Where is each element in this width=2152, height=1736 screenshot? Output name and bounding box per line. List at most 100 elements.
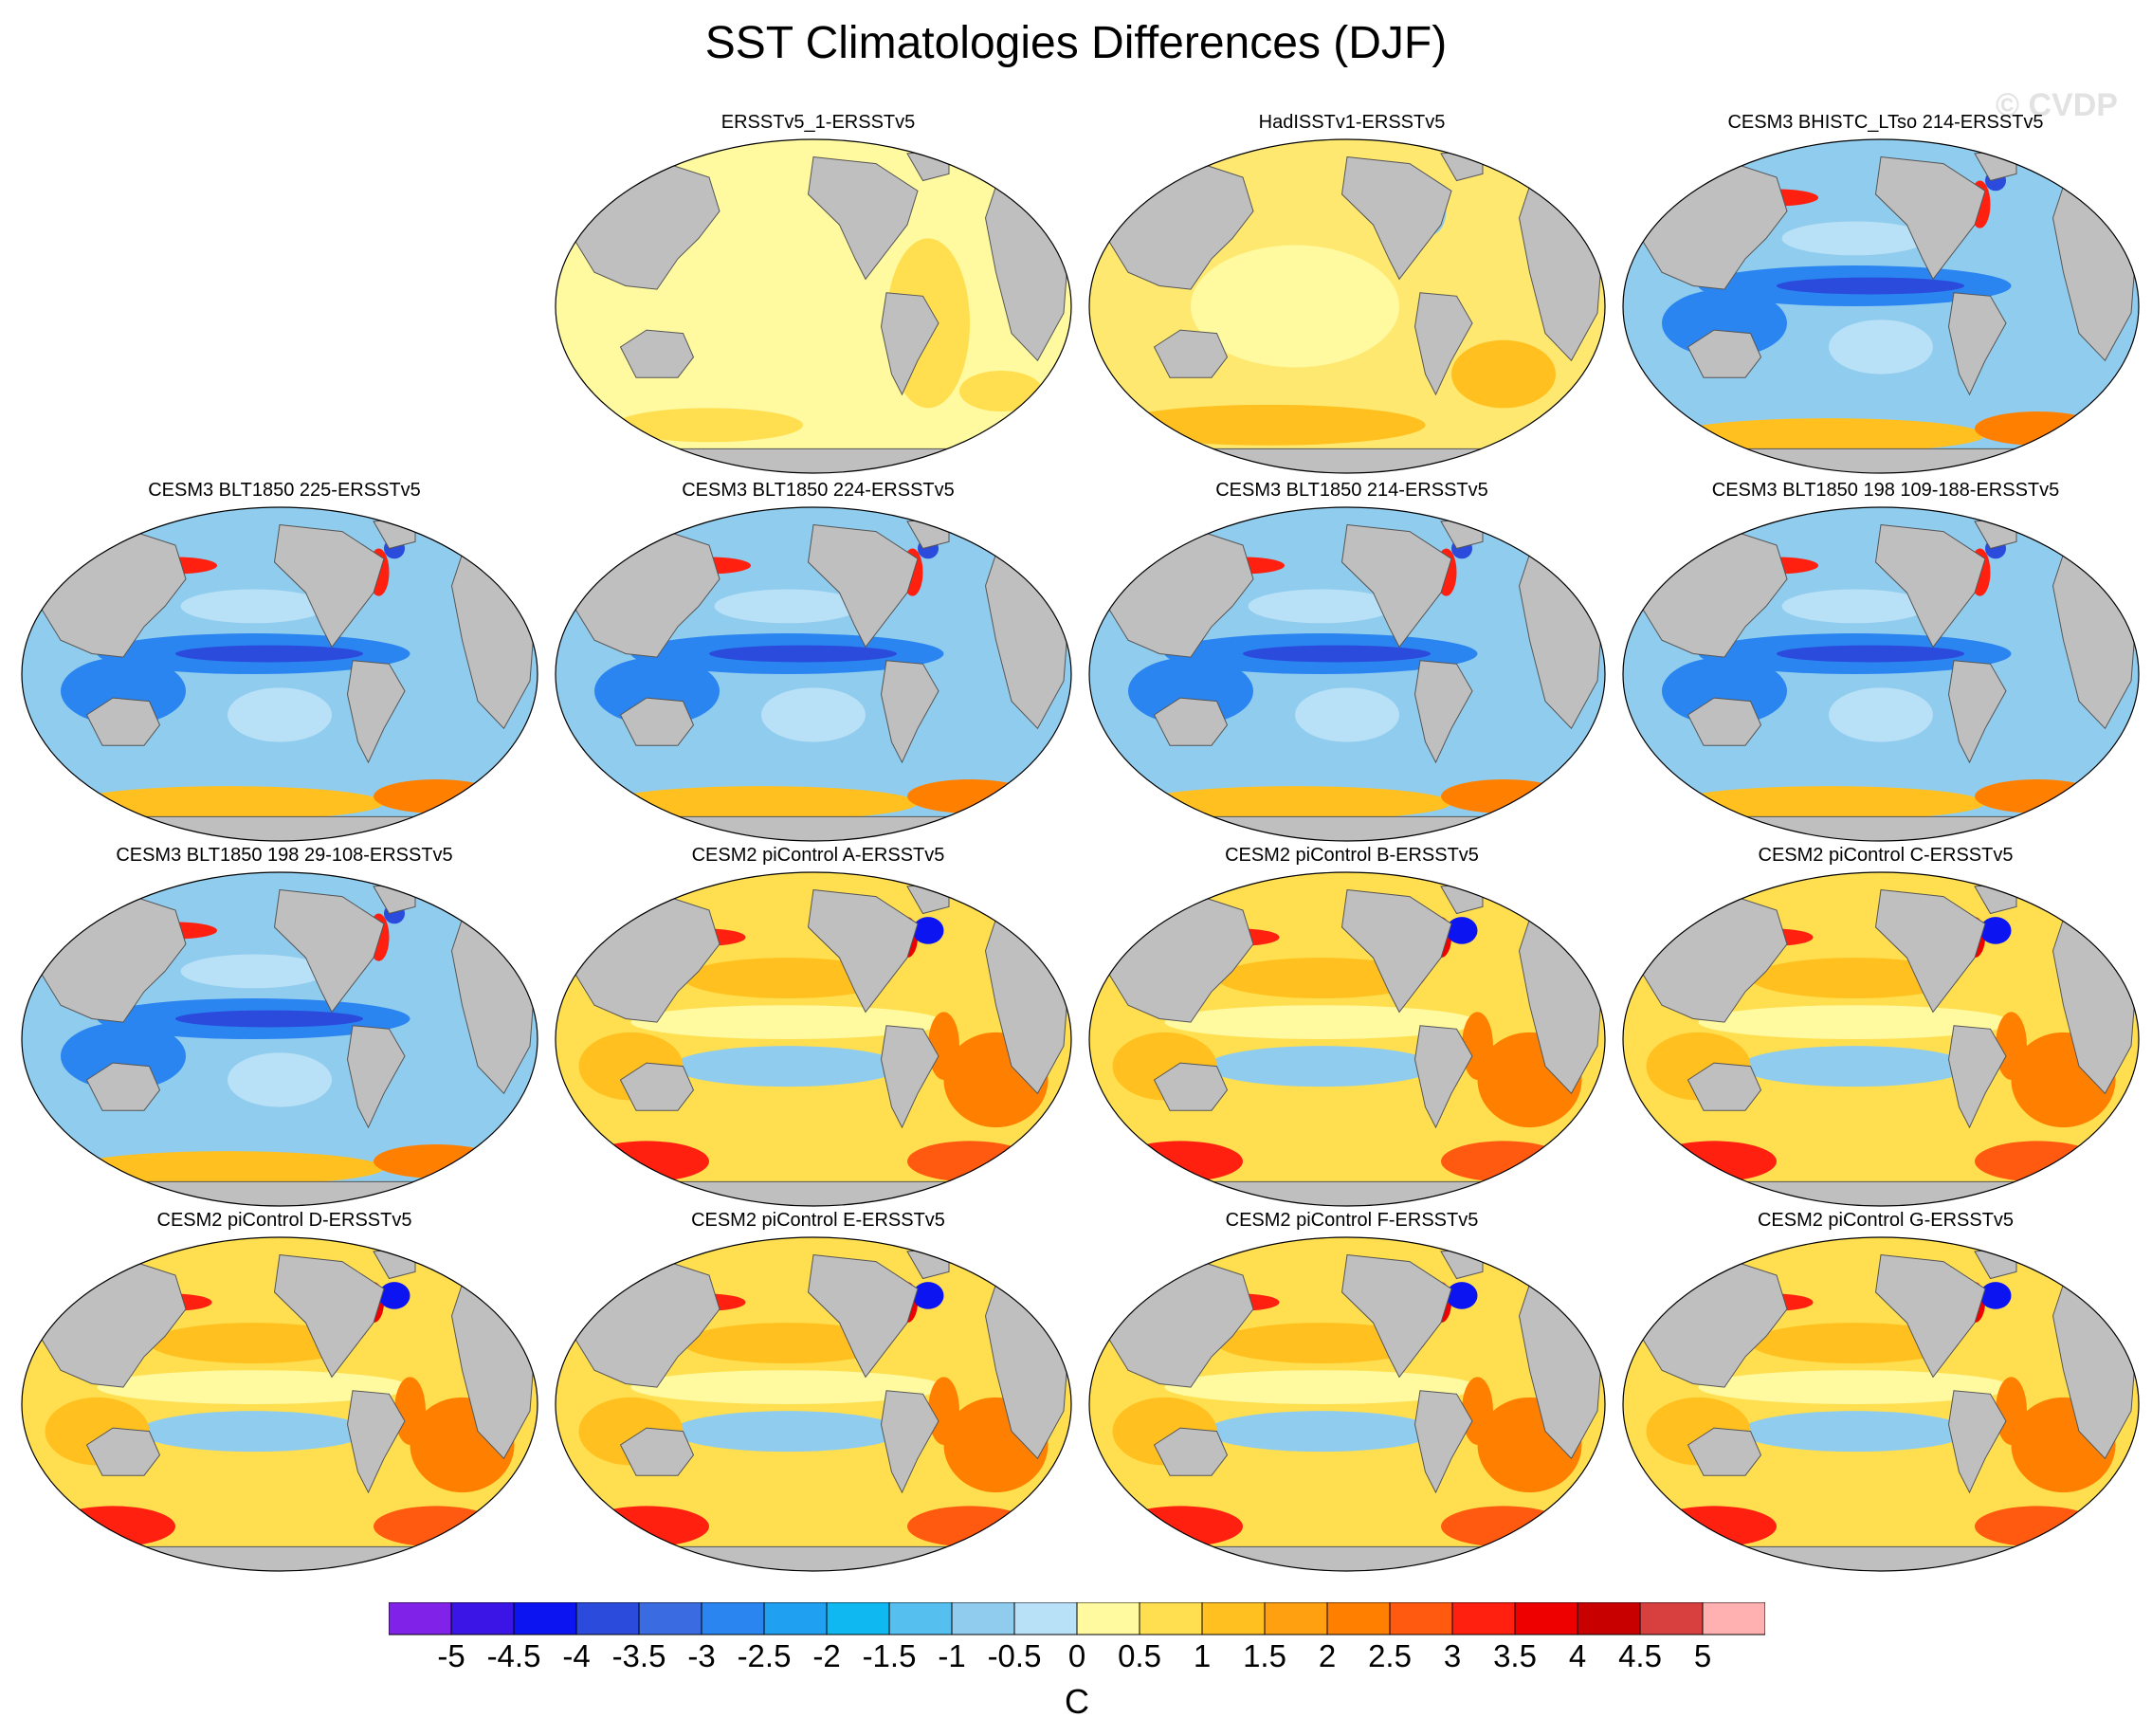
land-south-america — [1947, 1025, 2007, 1129]
southern-warm — [1651, 1506, 1777, 1547]
southern-warm-band — [1139, 786, 1451, 820]
land-south-america — [880, 1025, 939, 1129]
mild-anomaly — [1248, 589, 1395, 624]
land-south-america — [1413, 660, 1473, 764]
land-north-america — [807, 523, 919, 649]
warm-band — [1750, 958, 1960, 999]
equatorial-band — [97, 1370, 410, 1404]
map-panel: CESM3 BLT1850 224-ERSSTv5 — [553, 480, 1084, 850]
map-outline — [1622, 871, 2140, 1207]
colorbar-tick-label: 0.5 — [1118, 1638, 1161, 1673]
land-north-america — [1340, 1253, 1452, 1379]
map-outline — [1622, 506, 2140, 842]
equatorial-band — [630, 1005, 944, 1039]
map-panel: CESM2 piControl F-ERSSTv5 — [1086, 1210, 1617, 1580]
southern-warm — [1975, 1506, 2100, 1547]
robinson-map — [1622, 506, 2140, 842]
panel-title: CESM3 BLT1850 224-ERSSTv5 — [682, 480, 955, 501]
north-atlantic-cold — [1446, 1282, 1478, 1309]
colorbar-box — [450, 1602, 515, 1635]
equatorial-cold-core — [175, 1010, 363, 1028]
land-antarctica — [578, 815, 1049, 841]
north-atlantic-cold — [1446, 917, 1478, 944]
land-antarctica — [1112, 1180, 1582, 1206]
north-atlantic-cold — [1979, 917, 2012, 944]
colorbar-tick-label: 3.5 — [1493, 1638, 1537, 1673]
map-panel: CESM3 BLT1850 198 109-188-ERSSTv5 — [1620, 480, 2151, 850]
colorbar-box — [1514, 1602, 1578, 1635]
map-outline — [555, 871, 1072, 1207]
equatorial-band — [1164, 1370, 1478, 1404]
colorbar-box — [701, 1602, 765, 1635]
land-antarctica — [1646, 815, 2116, 841]
land-australia — [1153, 697, 1229, 746]
land-north-america — [1340, 523, 1452, 649]
land-antarctica — [578, 1545, 1049, 1571]
warm-band — [1750, 1323, 1960, 1364]
panel-title: CESM2 piControl F-ERSSTv5 — [1225, 1210, 1479, 1231]
land-antarctica — [1646, 1545, 2116, 1571]
warm-anomaly — [1112, 404, 1426, 446]
land-south-america — [1947, 292, 2007, 396]
robinson-map — [1622, 871, 2140, 1207]
map-outline — [21, 871, 538, 1207]
panel-title: ERSSTv5_1-ERSSTv5 — [720, 112, 916, 133]
robinson-map — [1622, 138, 2140, 474]
colorbar: -5 -4.5 -4 -3.5 -3 -2.5 -2 -1.5 -1 -0.5 0 0.5 1 1.5 2 2… — [389, 1602, 1765, 1726]
map-panel: CESM2 piControl G-ERSSTv5 — [1620, 1210, 2151, 1580]
robinson-map — [1088, 1236, 1606, 1572]
colorbar-tick-label: -2.5 — [737, 1638, 792, 1673]
colorbar-tick-label: -3.5 — [611, 1638, 666, 1673]
map-panel: CESM2 piControl B-ERSSTv5 — [1086, 845, 1617, 1215]
land-antarctica — [45, 1545, 515, 1571]
robinson-map — [21, 1236, 538, 1572]
southern-warm-band — [1672, 418, 1985, 452]
land-antarctica — [578, 1180, 1049, 1206]
land-north-america — [807, 1253, 919, 1379]
colorbar-box — [888, 1602, 953, 1635]
panel-title: CESM2 piControl C-ERSSTv5 — [1758, 845, 2014, 866]
land-antarctica — [45, 815, 515, 841]
map-outline — [21, 506, 538, 842]
land-north-america — [807, 155, 919, 281]
cool-band — [1740, 1046, 1970, 1087]
land-australia — [1153, 329, 1229, 378]
colorbar-tick-label: 1.5 — [1243, 1638, 1286, 1673]
land-australia — [619, 697, 695, 746]
mild-anomaly — [180, 954, 327, 989]
southern-warm — [50, 1506, 175, 1547]
north-atlantic-cold — [912, 1282, 944, 1309]
colorbar-tick-label: 4.5 — [1618, 1638, 1662, 1673]
mild-anomaly — [180, 589, 327, 624]
map-panel: CESM3 BHISTC_LTso 214-ERSSTv5 — [1620, 112, 2151, 482]
map-panel: CESM2 piControl A-ERSSTv5 — [553, 845, 1084, 1215]
land-south-america — [346, 1025, 406, 1129]
land-south-america — [1947, 660, 2007, 764]
colorbar-tick-label: 4 — [1568, 1638, 1587, 1673]
colorbar-box — [1451, 1602, 1516, 1635]
map-outline — [1088, 506, 1606, 842]
colorbar-box — [638, 1602, 702, 1635]
map-panel: CESM2 piControl E-ERSSTv5 — [553, 1210, 1084, 1580]
land-south-america — [1413, 1025, 1473, 1129]
southern-warm — [584, 1141, 709, 1182]
colorbar-unit: C — [1065, 1682, 1089, 1721]
colorbar-box — [513, 1602, 577, 1635]
colorbar-box — [1013, 1602, 1078, 1635]
benguela-warm — [928, 1012, 959, 1080]
colorbar-box — [575, 1602, 640, 1635]
cool-band — [1206, 1411, 1436, 1453]
panel-title: CESM2 piControl E-ERSSTv5 — [691, 1210, 945, 1231]
map-outline — [1088, 138, 1606, 474]
map-outline — [1622, 1236, 2140, 1572]
robinson-map — [1088, 506, 1606, 842]
map-panel: ERSSTv5_1-ERSSTv5 — [553, 112, 1084, 482]
land-north-america — [273, 1253, 385, 1379]
southern-warm — [584, 1506, 709, 1547]
warm-anomaly — [615, 408, 803, 443]
southern-warm-band — [1975, 411, 2100, 446]
land-north-america — [1874, 155, 1986, 281]
land-south-america — [880, 1390, 939, 1494]
map-outline — [555, 138, 1072, 474]
warm-band — [1216, 1323, 1426, 1364]
